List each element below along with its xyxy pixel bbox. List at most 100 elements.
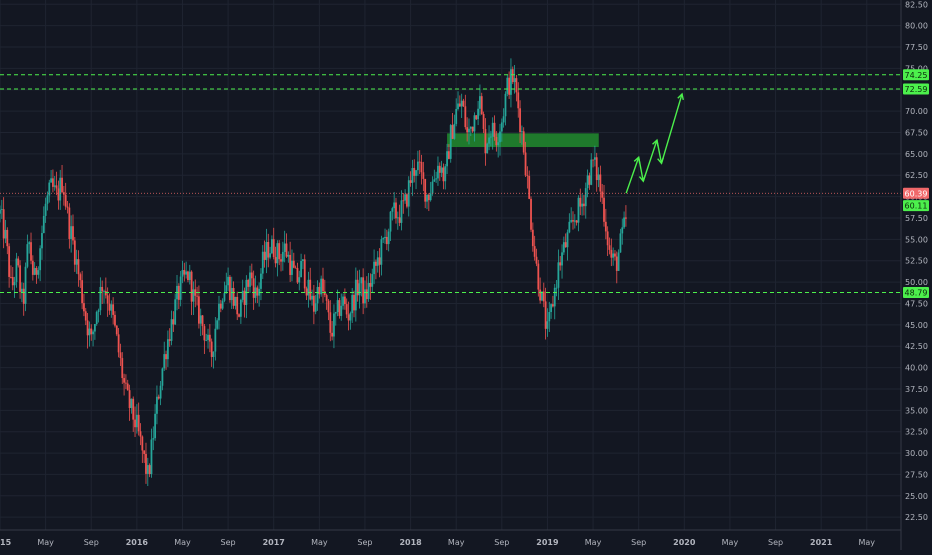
- candle-body: [625, 217, 627, 219]
- candle-body: [349, 313, 352, 321]
- candle-body: [583, 203, 585, 207]
- projection-segment[interactable]: [637, 157, 644, 182]
- candle-body: [329, 312, 332, 333]
- projection-segment[interactable]: [625, 157, 640, 194]
- candle-body: [101, 286, 104, 292]
- candle-body: [19, 265, 21, 292]
- candle-body: [615, 256, 618, 271]
- candle-body: [22, 288, 25, 304]
- candle-body: [586, 175, 589, 189]
- candle-body: [590, 159, 593, 185]
- candle-body: [148, 465, 151, 475]
- candle-body: [584, 188, 587, 207]
- price-badges: 74.25 72.59 60.39 60.11 48.79: [903, 69, 929, 298]
- candle-body: [163, 354, 166, 369]
- projection-segment[interactable]: [656, 140, 663, 164]
- candle-body: [572, 220, 574, 222]
- candle-body: [24, 266, 27, 304]
- candle-body: [194, 289, 197, 296]
- time-tick-label: May: [585, 538, 602, 547]
- candle-body: [515, 78, 518, 93]
- candle-body: [203, 326, 206, 341]
- candle-body: [553, 287, 556, 307]
- candle-body: [378, 257, 381, 265]
- candle-body: [125, 382, 127, 384]
- candle-body: [497, 142, 500, 146]
- candle-body: [380, 239, 383, 265]
- candle-body: [296, 268, 299, 283]
- time-tick-label: Sep: [357, 538, 372, 547]
- candle-body: [345, 304, 348, 315]
- candle-body: [318, 286, 321, 295]
- candle-body: [106, 295, 109, 304]
- price-badge: [903, 187, 929, 199]
- price-axis: 22.50 25.00 27.50 30.00 32.50 35.00 37.50 40.00…: [905, 0, 928, 522]
- candle-body: [270, 239, 273, 254]
- candle-body: [373, 261, 375, 275]
- candle-body: [404, 194, 407, 201]
- candle-body: [260, 273, 262, 289]
- candle-body: [314, 303, 317, 312]
- candle-body: [524, 152, 527, 176]
- candle-body: [152, 438, 155, 440]
- candle-body: [303, 259, 306, 289]
- candle-body: [312, 295, 315, 312]
- time-tick-label: 2017: [263, 538, 285, 547]
- candle-body: [493, 122, 496, 138]
- candle-body: [519, 108, 521, 132]
- projection-segment[interactable]: [642, 139, 658, 182]
- candle-body: [353, 294, 355, 311]
- candle-body: [99, 286, 102, 311]
- candle-body: [531, 229, 534, 247]
- candle-body: [95, 311, 98, 325]
- candle-body: [544, 301, 547, 329]
- candle-body: [66, 206, 69, 208]
- candle-body: [356, 279, 359, 296]
- candle-body: [190, 271, 193, 302]
- projection-arrowhead: [677, 92, 684, 101]
- candle-body: [393, 202, 396, 209]
- candle-body: [46, 195, 49, 204]
- candle-body: [480, 96, 483, 115]
- candle-body: [455, 108, 458, 124]
- candle-body: [2, 209, 5, 239]
- candle-body: [533, 246, 536, 257]
- candle-body: [535, 256, 538, 264]
- candle-body: [437, 165, 439, 179]
- price-badge: [903, 83, 929, 95]
- time-tick-label: May: [859, 538, 876, 547]
- candle-body: [115, 325, 118, 335]
- horizontal-levels: [0, 74, 901, 293]
- candle-body: [384, 236, 386, 239]
- candle-body: [365, 289, 368, 300]
- candle-body: [110, 304, 113, 311]
- candle-body: [42, 215, 45, 234]
- candle-body: [250, 272, 253, 279]
- candle-body: [292, 260, 295, 268]
- candle-body: [307, 279, 310, 296]
- candle-body: [327, 300, 330, 313]
- candle-body: [579, 197, 582, 207]
- candle-body: [75, 259, 78, 265]
- candle-body: [166, 339, 169, 360]
- candle-body: [395, 202, 397, 219]
- candle-body: [502, 116, 505, 123]
- candle-body: [281, 251, 284, 262]
- candle-body: [81, 280, 84, 304]
- price-axis-panel[interactable]: [901, 0, 932, 550]
- time-tick-label: 2016: [126, 538, 149, 547]
- candle-body: [442, 167, 445, 182]
- projection-segment[interactable]: [660, 93, 683, 164]
- candle-body: [362, 277, 365, 304]
- price-tick-label: 55.00: [905, 235, 928, 244]
- candle-body: [528, 175, 531, 199]
- candle-body: [0, 209, 1, 214]
- candle-body: [413, 168, 416, 176]
- candle-body: [325, 295, 328, 301]
- candle-body: [154, 413, 157, 439]
- candle-body: [398, 217, 401, 223]
- candle-body: [64, 194, 67, 207]
- candle-body: [603, 197, 605, 222]
